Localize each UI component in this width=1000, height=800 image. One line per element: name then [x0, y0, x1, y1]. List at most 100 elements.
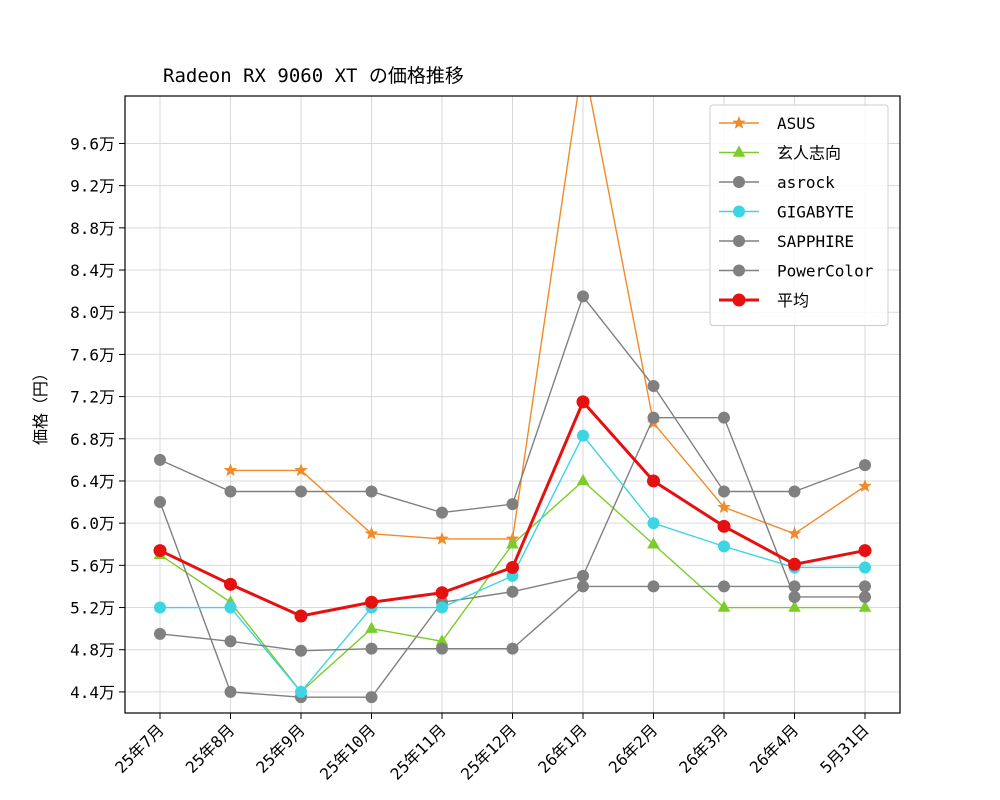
legend-label: SAPPHIRE	[777, 232, 854, 251]
data-point	[506, 537, 519, 549]
data-point	[224, 635, 237, 648]
legend-marker	[732, 115, 746, 129]
data-point	[717, 500, 731, 514]
data-point	[718, 411, 730, 424]
data-point	[154, 601, 166, 614]
data-point	[787, 526, 802, 540]
data-point	[577, 569, 589, 582]
data-point	[717, 519, 731, 533]
legend-item: PowerColor	[719, 262, 874, 281]
legend-marker	[732, 145, 746, 157]
data-point	[364, 526, 379, 540]
data-point	[506, 642, 519, 655]
data-point	[647, 517, 660, 530]
data-point	[154, 627, 166, 640]
data-point	[435, 586, 449, 600]
legend-label: GIGABYTE	[777, 203, 854, 222]
x-tick-label: 5月31日	[816, 720, 873, 777]
y-tick-label: 8.8万	[70, 219, 115, 238]
series-6	[153, 395, 872, 623]
data-point	[435, 531, 449, 545]
data-point	[576, 473, 590, 486]
legend-marker	[733, 235, 745, 247]
y-tick-label: 6.8万	[70, 430, 115, 449]
data-point	[154, 496, 166, 509]
y-tick-label: 4.4万	[70, 683, 115, 702]
x-tick-label: 26年3月	[675, 720, 732, 777]
y-tick-label: 9.6万	[70, 134, 115, 153]
x-tick-label: 25年10月	[316, 720, 379, 783]
y-tick-label: 5.2万	[70, 599, 115, 618]
data-point	[224, 685, 237, 698]
y-tick-label: 6.4万	[70, 472, 115, 491]
data-point	[718, 580, 730, 593]
x-tick-label: 25年11月	[387, 720, 450, 783]
data-point	[858, 600, 872, 612]
data-point	[788, 590, 801, 603]
y-axis-label: 価格（円）	[31, 365, 50, 445]
data-point	[859, 561, 871, 574]
data-point	[365, 691, 378, 704]
data-point	[365, 621, 378, 633]
data-point	[577, 580, 589, 593]
data-point	[435, 634, 449, 646]
data-point	[506, 498, 519, 511]
data-point	[365, 485, 378, 498]
data-point	[859, 590, 871, 603]
series-3	[154, 429, 871, 698]
legend: ASUS 玄人志向 asrock GIGABYTE SAPPHIRE PowerColor…	[709, 104, 889, 326]
data-point	[859, 459, 871, 472]
data-point	[436, 642, 448, 655]
data-point	[224, 601, 237, 614]
series-5	[154, 580, 871, 657]
data-point	[858, 479, 872, 493]
data-point	[717, 600, 731, 612]
data-point	[295, 644, 307, 657]
data-point	[224, 485, 237, 498]
data-point	[859, 580, 871, 593]
data-point	[577, 53, 589, 65]
data-point	[576, 395, 590, 409]
y-tick-label: 8.0万	[70, 303, 115, 322]
data-point	[365, 595, 378, 609]
data-point	[788, 600, 801, 612]
legend-item: ASUS	[719, 114, 816, 133]
data-point	[224, 577, 237, 591]
x-tick-label: 26年2月	[605, 720, 662, 777]
y-tick-label: 7.2万	[70, 388, 115, 407]
data-point	[858, 544, 872, 558]
legend-marker	[733, 264, 745, 277]
data-point	[153, 544, 167, 558]
data-point	[506, 560, 519, 574]
data-point	[154, 453, 166, 466]
data-point	[647, 537, 660, 549]
data-point	[788, 485, 801, 498]
data-point	[294, 609, 308, 623]
data-point	[295, 685, 307, 698]
y-tick-label: 6.0万	[70, 514, 115, 533]
legend-label: 平均	[777, 291, 809, 310]
legend-item: asrock	[719, 173, 835, 192]
y-tick-label: 8.4万	[70, 261, 115, 280]
data-point	[506, 585, 519, 598]
legend-item: GIGABYTE	[719, 203, 854, 222]
data-point	[647, 474, 660, 488]
series-0	[223, 53, 872, 545]
legend-label: asrock	[777, 173, 835, 192]
data-point	[647, 380, 660, 393]
data-point	[294, 463, 308, 477]
x-tick-label: 25年8月	[182, 720, 239, 777]
data-point	[647, 411, 660, 424]
series-layer	[153, 53, 872, 704]
chart-title: Radeon RX 9060 XT の価格推移	[163, 65, 464, 87]
legend-marker	[732, 293, 746, 307]
series-4	[154, 290, 871, 519]
legend-item: 平均	[719, 291, 809, 310]
data-point	[718, 540, 730, 553]
data-point	[577, 429, 589, 442]
y-tick-label: 7.6万	[70, 345, 115, 364]
x-tick-label: 25年12月	[457, 720, 520, 783]
data-point	[365, 642, 378, 655]
